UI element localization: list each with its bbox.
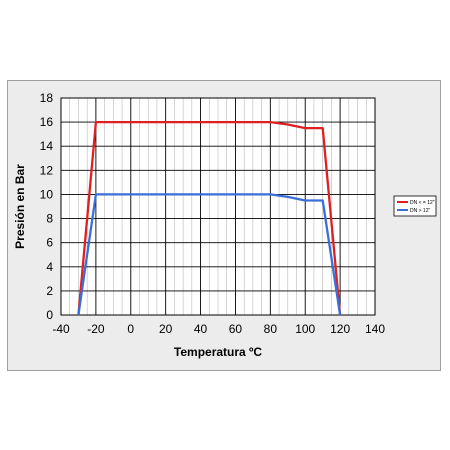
series-layer — [77, 120, 342, 316]
x-axis-title: Temperatura ºC — [174, 345, 263, 359]
y-tick-label: 12 — [40, 163, 54, 177]
plot-border — [60, 97, 376, 316]
chart-svg: -40 -20 0 20 40 60 80 100 120 140 0 2 4 6 8 10 12 14 16 18… — [13, 91, 437, 359]
x-tick-label: 140 — [365, 322, 385, 336]
y-tick-label: 18 — [40, 91, 54, 105]
legend-label-dn-le-12: DN < = 12" — [410, 200, 435, 206]
x-tick-label: 0 — [127, 322, 134, 336]
legend-label-dn-gt-12: DN > 12" — [410, 208, 430, 214]
x-tick-label: 20 — [159, 322, 173, 336]
y-tick-label: 16 — [40, 115, 54, 129]
series-line-dn-le-12 — [77, 120, 342, 316]
y-tick-label: 2 — [46, 284, 53, 298]
y-tick-label: 0 — [46, 308, 53, 322]
x-tick-labels: -40 -20 0 20 40 60 80 100 120 140 — [52, 322, 385, 336]
x-tick-label: 40 — [194, 322, 208, 336]
legend: DN < = 12" DN > 12" — [393, 195, 437, 217]
y-tick-label: 4 — [46, 260, 53, 274]
y-tick-label: 14 — [40, 139, 54, 153]
x-tick-label: 120 — [330, 322, 350, 336]
y-axis-title: Presión en Bar — [13, 164, 27, 249]
minor-grid — [69, 98, 367, 315]
y-tick-label: 6 — [46, 236, 53, 250]
x-tick-label: 100 — [295, 322, 315, 336]
y-tick-label: 10 — [40, 187, 54, 201]
series-line-dn-gt-12 — [77, 193, 342, 316]
x-tick-label: -40 — [52, 322, 70, 336]
x-tick-label: 60 — [229, 322, 243, 336]
x-tick-label: -20 — [87, 322, 105, 336]
chart-frame: -40 -20 0 20 40 60 80 100 120 140 0 2 4 6 8 10 12 14 16 18… — [7, 80, 441, 371]
y-tick-label: 8 — [46, 212, 53, 226]
x-tick-label: 80 — [264, 322, 278, 336]
y-tick-labels: 0 2 4 6 8 10 12 14 16 18 — [40, 91, 54, 322]
